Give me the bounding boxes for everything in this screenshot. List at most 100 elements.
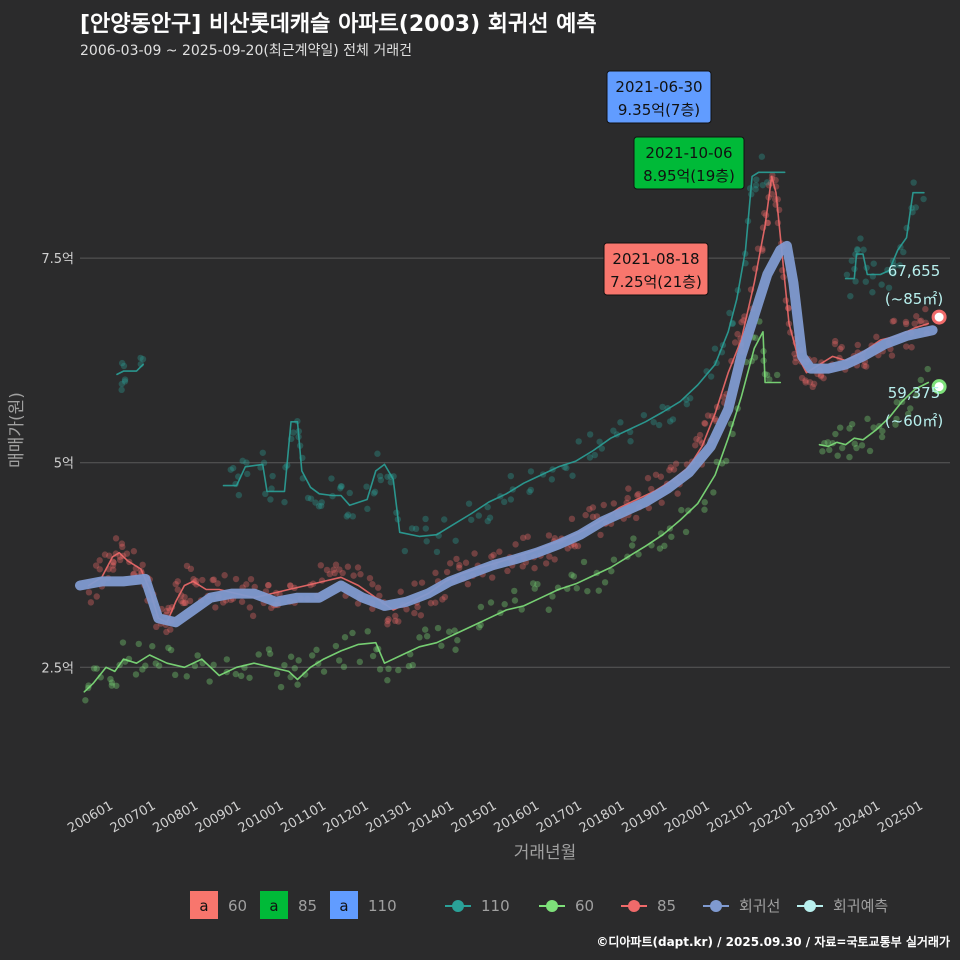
y-tick-label: 5억 (54, 457, 74, 472)
transaction-point (441, 593, 449, 601)
transaction-point (589, 504, 597, 511)
transaction-point (339, 569, 346, 577)
transaction-point (96, 557, 103, 564)
transaction-point (387, 479, 395, 486)
transaction-point (246, 674, 253, 681)
transaction-point (879, 427, 886, 435)
transaction-point (731, 339, 739, 346)
transaction-point (174, 586, 181, 593)
transaction-point (331, 569, 338, 577)
transaction-point (542, 560, 550, 567)
transaction-point (179, 599, 187, 607)
transaction-point (221, 572, 228, 579)
transaction-point (199, 576, 206, 584)
transaction-point (139, 666, 146, 673)
transaction-point (854, 246, 861, 253)
transaction-point (518, 606, 525, 613)
transaction-point (468, 516, 475, 523)
transaction-point (475, 512, 482, 519)
transaction-point (752, 186, 759, 193)
transaction-point (121, 376, 129, 383)
x-tick-label: 201801 (577, 798, 627, 836)
transaction-point (384, 677, 391, 684)
transaction-point (268, 485, 275, 492)
transaction-point (854, 246, 861, 254)
transaction-point (277, 683, 285, 691)
transaction-point (904, 410, 912, 418)
transaction-point (529, 580, 537, 587)
transaction-point (546, 553, 553, 560)
transaction-point (152, 660, 159, 667)
transaction-point (860, 246, 867, 253)
axis-layer: 2.5억 5억 7.5억 200601200701200801200901201001… (7, 252, 926, 863)
transaction-point (418, 579, 426, 586)
transaction-point (212, 604, 219, 611)
transaction-point (759, 181, 766, 189)
legend-dot (628, 900, 640, 912)
transaction-point (659, 403, 666, 411)
transaction-point (701, 499, 708, 506)
transaction-point (320, 668, 328, 675)
transaction-point (848, 420, 856, 428)
transaction-point (335, 657, 343, 664)
transaction-point (851, 440, 858, 447)
transaction-point (917, 376, 925, 384)
transaction-point (337, 483, 345, 490)
chart-subtitle: 2006-03-09 ~ 2025-09-20(최근계약일) 전체 거래건 (80, 43, 412, 59)
transaction-point (837, 345, 844, 353)
transaction-point (369, 581, 376, 588)
x-tick-label: 202401 (833, 798, 883, 836)
transaction-point (526, 488, 533, 496)
transaction-point (232, 575, 240, 583)
transaction-point (551, 535, 559, 542)
transaction-point (257, 464, 264, 471)
transaction-point (658, 499, 665, 506)
transaction-point (377, 476, 385, 484)
transaction-point (265, 582, 272, 589)
transaction-point (819, 448, 826, 455)
transaction-point (112, 535, 120, 542)
transaction-point (811, 356, 818, 364)
transaction-point (269, 472, 276, 480)
legend-dot (804, 900, 816, 912)
transaction-point (363, 483, 370, 490)
transaction-point (710, 489, 717, 496)
transaction-point (209, 576, 216, 584)
transaction-point (108, 682, 116, 689)
transaction-point (701, 419, 708, 427)
x-tick-label: 201201 (321, 798, 371, 836)
transaction-point (527, 486, 535, 494)
transaction-point (336, 566, 343, 573)
transaction-point (384, 621, 391, 628)
transaction-point (878, 433, 886, 441)
transaction-point (267, 496, 274, 503)
transaction-point (774, 219, 782, 227)
transaction-point (869, 289, 876, 296)
transaction-point (661, 542, 668, 550)
transaction-point (434, 624, 442, 632)
transaction-point (519, 563, 526, 570)
transaction-point (729, 430, 736, 438)
transaction-point (806, 379, 814, 386)
transaction-point (281, 661, 288, 669)
transaction-point (273, 670, 281, 678)
transaction-point (194, 652, 201, 659)
transaction-point (571, 543, 579, 550)
transaction-point (889, 318, 896, 325)
transaction-point (608, 567, 615, 575)
transaction-point (456, 561, 463, 569)
transaction-point (232, 670, 240, 678)
transaction-point (582, 511, 589, 519)
legend-label: 60 (575, 897, 594, 915)
transaction-point (153, 623, 160, 631)
transaction-point (857, 235, 864, 242)
transaction-point (820, 374, 827, 382)
transaction-point (524, 533, 531, 540)
transaction-point (120, 362, 128, 370)
transaction-point (551, 556, 558, 563)
transaction-point (337, 485, 344, 492)
transaction-point (672, 460, 680, 467)
legend-dot (710, 900, 722, 912)
transaction-point (752, 334, 759, 341)
x-axis-title: 거래년월 (514, 843, 577, 863)
